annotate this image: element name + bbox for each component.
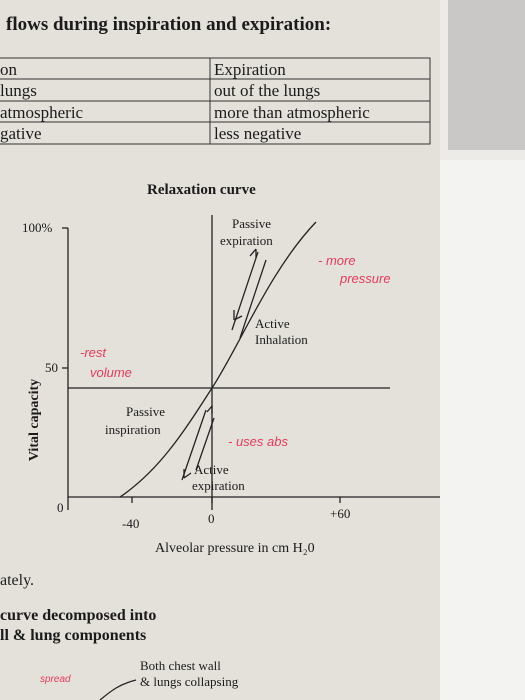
arrows: [183, 248, 257, 479]
laptop: [448, 0, 525, 150]
annotation: expiration: [192, 478, 245, 493]
annotation: Passive: [232, 216, 271, 231]
body-line: ll & lung components: [0, 627, 146, 644]
table-cell: lungs: [0, 81, 37, 100]
annotation: inspiration: [105, 422, 161, 437]
handwriting: pressure: [339, 271, 391, 286]
cloth-fold: [440, 160, 525, 700]
annotation: Active: [255, 316, 290, 331]
annotation: Both chest wall: [140, 658, 221, 673]
body-line: ately.: [0, 572, 34, 589]
x-tick-label: -40: [122, 516, 139, 531]
x-tick-label: +60: [330, 506, 350, 521]
relaxation-curve: [119, 221, 317, 498]
y-axis-label: Vital capacity: [27, 379, 42, 461]
y-tick-label: 50: [45, 360, 58, 375]
axes: [62, 215, 440, 510]
annotation: Active: [194, 462, 229, 477]
table-cell: less negative: [214, 124, 301, 143]
heading: flows during inspiration and expiration:: [6, 14, 331, 35]
handwriting: -rest: [80, 345, 107, 360]
table-cell: Expiration: [214, 60, 286, 79]
table-cell: on: [0, 60, 18, 79]
x-axis-label: Alveolar pressure in cm H₂0: [155, 541, 315, 556]
handwriting: volume: [90, 365, 132, 380]
annotation: & lungs collapsing: [140, 674, 239, 689]
handwriting: - more: [318, 253, 356, 268]
table-cell: gative: [0, 124, 42, 143]
table: [0, 57, 431, 145]
y-tick-label: 0: [57, 500, 64, 515]
figure-title: Relaxation curve: [147, 182, 256, 198]
annotation: Passive: [126, 404, 165, 419]
handwriting: - uses abs: [228, 434, 288, 449]
curve-fragment: [99, 679, 137, 700]
table-cell: out of the lungs: [214, 81, 320, 100]
table-cell: atmospheric: [0, 103, 84, 122]
body-line: curve decomposed into: [0, 607, 156, 624]
handwriting: spread: [40, 674, 71, 685]
annotation: Inhalation: [255, 332, 308, 347]
x-tick-label: 0: [208, 511, 215, 526]
loop-lines: [181, 251, 267, 481]
y-tick-label: 100%: [22, 220, 53, 235]
annotation: expiration: [220, 233, 273, 248]
table-cell: more than atmospheric: [214, 103, 370, 122]
